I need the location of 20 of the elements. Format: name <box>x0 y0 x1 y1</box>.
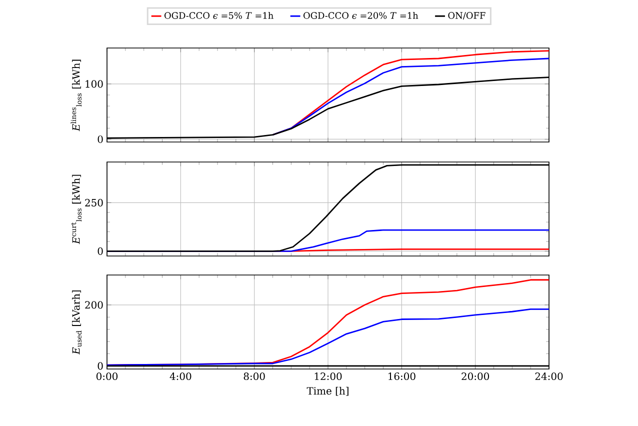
y-tick-label: 0 <box>98 135 103 143</box>
y-tick-label: 250 <box>85 198 103 206</box>
x-tick-label: 0:00 <box>96 372 118 380</box>
x-tick-label: 24:00 <box>535 372 563 380</box>
y-axis-title: E$^{curt}$$_{loss}$ [kWh] <box>71 174 82 244</box>
legend-label: OGD-CCO ϵ =5% T =1h <box>164 12 274 19</box>
x-tick-label: 4:00 <box>170 372 192 380</box>
x-axis-title: Time [h] <box>306 386 348 396</box>
x-tick-label: 16:00 <box>388 372 416 380</box>
legend-label: OGD-CCO ϵ =20% T =1h <box>304 12 418 19</box>
y-tick-label: 200 <box>85 301 103 309</box>
y-tick-label: 100 <box>86 80 103 88</box>
x-tick-label: 8:00 <box>244 372 265 380</box>
x-tick-label: 20:00 <box>462 372 490 380</box>
legend-label: ON/OFF <box>448 12 486 20</box>
y-axis-title: E$^{lines}$$_{loss}$ [kWh] <box>70 60 82 132</box>
x-tick-label: 12:00 <box>314 372 342 380</box>
y-tick-label: 0 <box>98 247 103 255</box>
y-axis-title: E$_{used}$ [kVarh] <box>72 290 82 355</box>
y-tick-label: 0 <box>98 362 103 370</box>
